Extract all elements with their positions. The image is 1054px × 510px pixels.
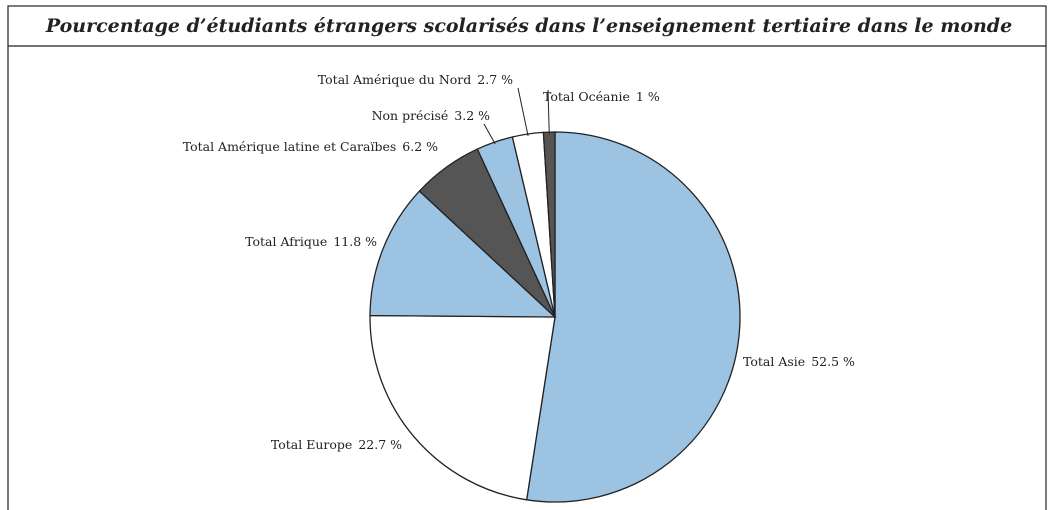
slice-label: Total Amérique latine et Caraïbes 6.2 %: [183, 139, 438, 154]
pie-slice: [525, 131, 741, 503]
leader-line: [483, 123, 496, 145]
slice-category: Total Asie: [743, 354, 805, 369]
slice-value: 1 %: [636, 89, 660, 104]
slice-category: Total Océanie: [543, 89, 630, 104]
slice-value: 2.7 %: [477, 72, 513, 87]
leader-line: [517, 87, 529, 137]
pie-slice: [369, 190, 557, 318]
slice-category: Total Afrique: [245, 234, 327, 249]
slice-label: Total Europe 22.7 %: [271, 437, 402, 452]
chart-title: Pourcentage d’étudiants étrangers scolar…: [45, 15, 1012, 37]
slice-category: Total Amérique du Nord: [318, 72, 471, 87]
slice-value: 6.2 %: [402, 139, 438, 154]
slice-value: 3.2 %: [454, 108, 490, 123]
slice-label: Non précisé 3.2 %: [372, 108, 491, 123]
slice-category: Total Europe: [271, 437, 352, 452]
frame: [7, 5, 1047, 510]
slice-value: 22.7 %: [358, 437, 402, 452]
leader-line: [547, 89, 550, 135]
slice-value: 11.8 %: [333, 234, 377, 249]
slice-label: Total Amérique du Nord 2.7 %: [318, 72, 513, 87]
slice-label: Total Asie 52.5 %: [743, 354, 855, 369]
slice-label: Total Afrique 11.8 %: [245, 234, 377, 249]
slice-label: Total Océanie 1 %: [543, 89, 660, 104]
slice-category: Non précisé: [372, 108, 449, 123]
slice-category: Total Amérique latine et Caraïbes: [183, 139, 397, 154]
pie-slice: [369, 314, 556, 501]
slice-value: 52.5 %: [811, 354, 855, 369]
